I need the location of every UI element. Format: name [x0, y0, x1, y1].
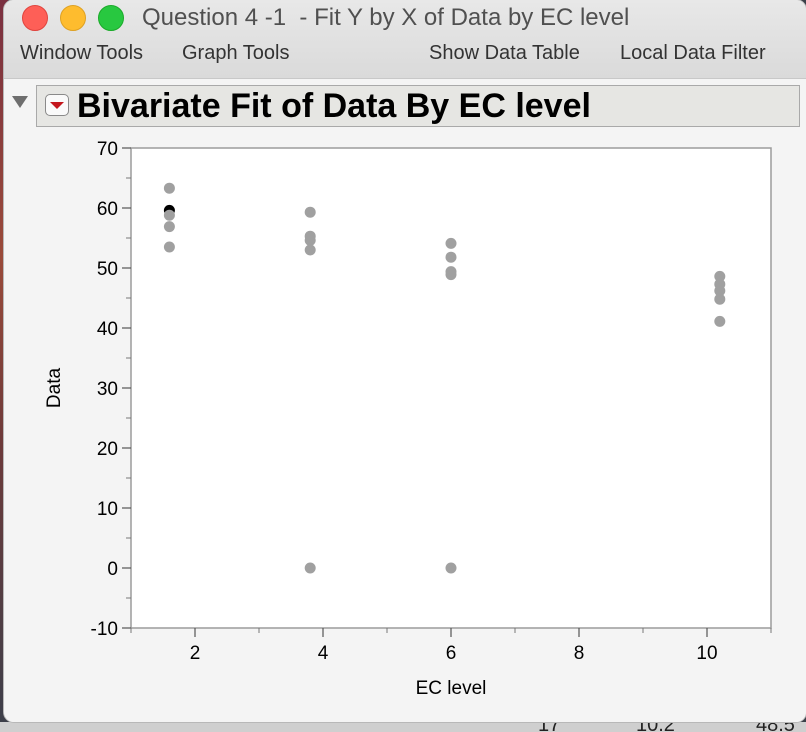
disclosure-triangle-icon[interactable]: [12, 96, 28, 108]
plot-frame[interactable]: [130, 147, 772, 629]
data-point[interactable]: [714, 270, 726, 282]
report-content: Bivariate Fit of Data By EC level -10 0 10…: [4, 79, 806, 722]
x-tick-label: 4: [318, 643, 329, 664]
y-tick-label: 0: [107, 559, 118, 580]
data-point[interactable]: [445, 562, 457, 574]
data-point[interactable]: [304, 244, 316, 256]
y-tick-label: 10: [97, 499, 118, 520]
menu-bar: Window Tools Graph Tools Show Data Table…: [4, 42, 806, 68]
y-tick-label: 60: [97, 199, 118, 220]
outline-header: Bivariate Fit of Data By EC level: [36, 85, 800, 127]
x-axis-label: EC level: [416, 678, 487, 699]
data-point[interactable]: [304, 206, 316, 218]
close-button[interactable]: [22, 5, 48, 31]
scatter-plot: -10 0 10 20 30 40 50 60 70 2 4 6 8 10 EC level Data: [44, 139, 772, 699]
red-triangle-menu-icon[interactable]: [45, 94, 69, 116]
data-point[interactable]: [714, 285, 726, 297]
window-title: Question 4 -1 - Fit Y by X of Data by EC…: [142, 4, 630, 31]
y-tick-label: 40: [97, 319, 118, 340]
y-tick-label: 50: [97, 259, 118, 280]
x-tick-label: 2: [190, 643, 201, 664]
y-tick-label: -10: [91, 619, 118, 640]
data-point[interactable]: [714, 293, 726, 305]
data-point[interactable]: [163, 209, 175, 221]
data-point[interactable]: [445, 269, 457, 281]
data-point[interactable]: [163, 241, 175, 253]
x-tick-label: 10: [696, 643, 717, 664]
menu-local-data-filter[interactable]: Local Data Filter: [620, 42, 766, 64]
y-axis: -10 0 10 20 30 40 50 60 70: [91, 139, 131, 640]
y-tick-label: 70: [97, 139, 118, 160]
table-cell: 48.5: [756, 722, 795, 732]
minimize-button[interactable]: [60, 5, 86, 31]
menu-window-tools[interactable]: Window Tools: [20, 42, 144, 64]
report-window: Question 4 -1 - Fit Y by X of Data by EC…: [4, 0, 806, 722]
maximize-button[interactable]: [98, 5, 124, 31]
table-cell: 17: [538, 722, 560, 732]
data-point[interactable]: [304, 562, 316, 574]
x-axis: 2 4 6 8 10: [130, 628, 772, 664]
x-tick-label: 6: [446, 643, 457, 664]
data-points: [163, 182, 726, 574]
report-title: Bivariate Fit of Data By EC level: [77, 87, 591, 125]
data-point[interactable]: [304, 234, 316, 246]
data-point[interactable]: [163, 221, 175, 233]
data-point[interactable]: [445, 251, 457, 263]
data-point[interactable]: [163, 182, 175, 194]
table-cell: 10.2: [636, 722, 675, 732]
y-axis-label: Data: [44, 368, 65, 409]
menu-show-data-table[interactable]: Show Data Table: [429, 42, 580, 64]
data-point[interactable]: [445, 237, 457, 249]
menu-graph-tools[interactable]: Graph Tools: [182, 42, 290, 64]
background-data-table: 17 10.2 48.5: [0, 722, 806, 732]
title-bar: Question 4 -1 - Fit Y by X of Data by EC…: [4, 0, 806, 79]
x-tick-label: 8: [574, 643, 585, 664]
y-tick-label: 30: [97, 379, 118, 400]
y-tick-label: 20: [97, 439, 118, 460]
data-point[interactable]: [714, 315, 726, 327]
